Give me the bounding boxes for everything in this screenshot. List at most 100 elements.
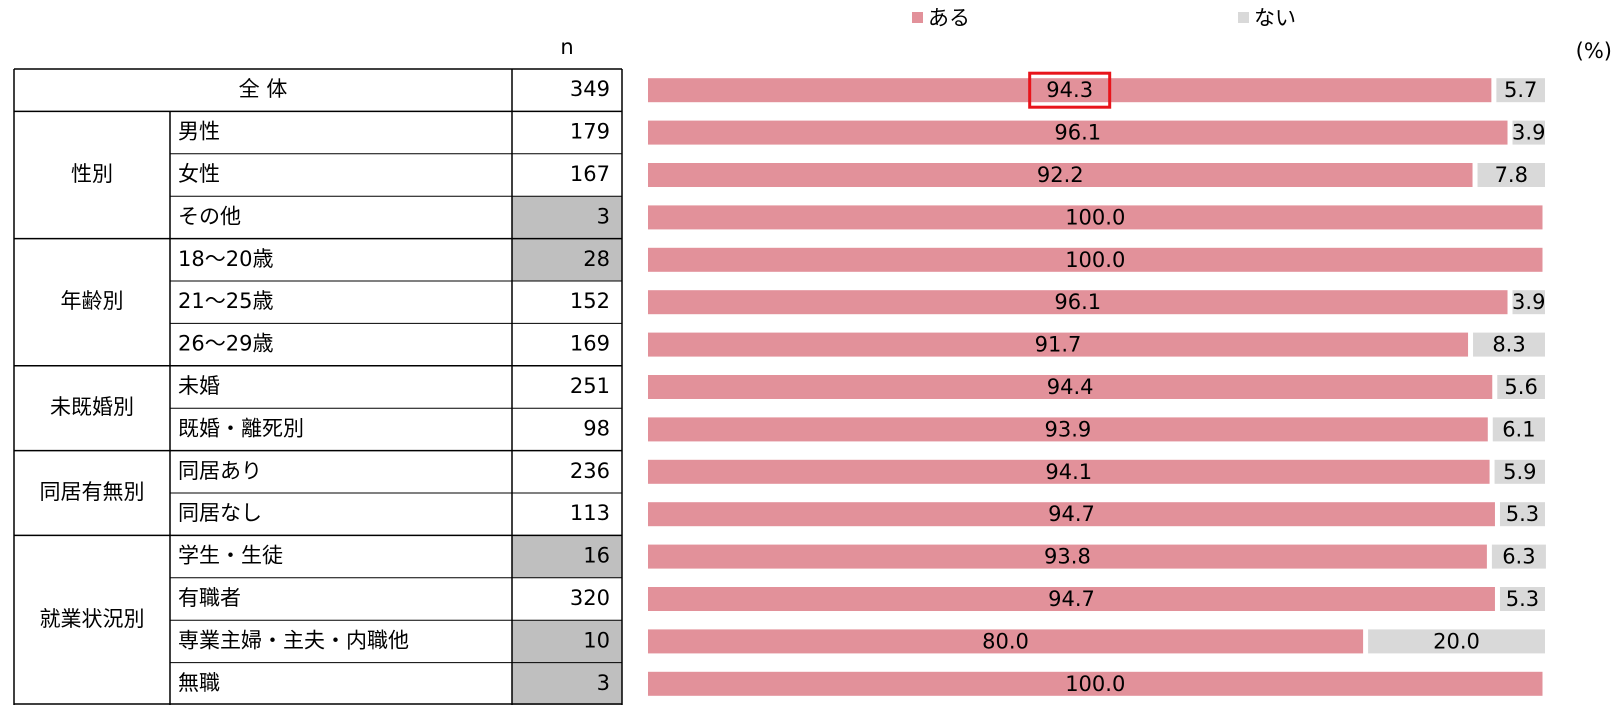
value-label: 80.0: [982, 629, 1029, 653]
value-label: 6.3: [1502, 545, 1535, 569]
bar-segment: [648, 417, 1488, 442]
n-value: 251: [570, 374, 610, 398]
value-label: 6.1: [1502, 417, 1535, 441]
value-label: 94.4: [1047, 375, 1094, 399]
category-label: 同居あり: [178, 459, 262, 483]
value-label: 20.0: [1433, 629, 1480, 653]
category-label: 既婚・離死別: [178, 416, 304, 440]
bar-segment: [1497, 375, 1545, 399]
category-label: 学生・生徒: [178, 544, 283, 568]
n-value: 3: [597, 671, 610, 695]
value-label: 5.3: [1506, 502, 1539, 526]
category-label: 有職者: [178, 586, 241, 610]
value-label: 96.1: [1054, 290, 1101, 314]
value-label: 5.3: [1506, 587, 1539, 611]
value-label: 92.2: [1037, 163, 1084, 187]
group-label: 同居有無別: [40, 480, 145, 504]
bar-segment: [648, 629, 1364, 654]
n-value: 349: [570, 77, 610, 101]
group-label: 未既婚別: [50, 395, 134, 419]
bar-segment: [648, 671, 1543, 696]
category-label: 男性: [178, 120, 220, 144]
value-label: 100.0: [1065, 205, 1125, 229]
n-header: n: [560, 35, 573, 59]
bar-segment: [1512, 120, 1545, 145]
value-label: 100.0: [1065, 248, 1125, 272]
value-label: 5.9: [1503, 460, 1536, 484]
category-label: 専業主婦・主夫・内職他: [178, 628, 409, 652]
n-value: 179: [570, 120, 610, 144]
value-label: 100.0: [1065, 672, 1125, 696]
bar-segment: [648, 587, 1495, 611]
value-label: 94.7: [1048, 502, 1095, 526]
n-value: 10: [583, 628, 610, 652]
bar-segment: [648, 375, 1493, 399]
n-cell-shade: [512, 535, 622, 578]
group-label: 全 体: [239, 77, 288, 101]
bar-segment: [1473, 332, 1545, 357]
value-label: 5.6: [1504, 375, 1537, 399]
value-label: 3.9: [1512, 290, 1545, 314]
value-label: 7.8: [1495, 163, 1528, 187]
bar-segment: [1368, 629, 1545, 654]
category-label: 未婚: [178, 374, 220, 398]
bar-segment: [1496, 78, 1545, 103]
n-cell-shade: [512, 196, 622, 239]
value-label: 91.7: [1035, 333, 1082, 357]
n-value: 320: [570, 586, 610, 610]
category-label: 女性: [178, 162, 220, 186]
n-value: 169: [570, 332, 610, 356]
n-value: 152: [570, 289, 610, 313]
value-label: 93.9: [1045, 417, 1092, 441]
category-label: その他: [178, 204, 241, 228]
bar-segment: [648, 78, 1492, 103]
bar-segment: [1492, 417, 1545, 442]
legend-label: ない: [1254, 6, 1296, 30]
value-label: 93.8: [1044, 545, 1091, 569]
n-value: 16: [583, 544, 610, 568]
value-label: 94.1: [1045, 460, 1092, 484]
n-value: 236: [570, 459, 610, 483]
value-label: 96.1: [1054, 121, 1101, 145]
value-label: 8.3: [1492, 333, 1525, 357]
highlight-box: [1028, 71, 1112, 109]
n-value: 28: [583, 247, 610, 271]
bar-segment: [648, 120, 1508, 145]
bar-segment: [1494, 459, 1545, 484]
bar-segment: [1491, 544, 1546, 569]
value-label: 3.9: [1512, 121, 1545, 145]
legend-label: ある: [928, 6, 970, 30]
bar-segment: [648, 163, 1473, 187]
category-label: 18～20歳: [178, 247, 273, 271]
n-cell-shade: [512, 620, 622, 663]
legend-swatch: [912, 12, 923, 23]
value-label: 5.7: [1504, 78, 1537, 102]
bar-segment: [1499, 587, 1545, 611]
category-label: 同居なし: [178, 501, 262, 525]
bar-segment: [648, 502, 1495, 527]
category-label: 無職: [178, 671, 220, 695]
n-cell-shade: [512, 238, 622, 281]
category-label: 21～25歳: [178, 289, 273, 313]
unit-label: (%): [1576, 39, 1612, 63]
bar-segment: [648, 459, 1490, 484]
n-value: 98: [583, 416, 610, 440]
bar-segment: [648, 247, 1543, 272]
n-value: 167: [570, 162, 610, 186]
bar-segment: [1499, 502, 1545, 527]
n-value: 113: [570, 501, 610, 525]
group-label: 性別: [71, 162, 113, 186]
group-label: 年齢別: [61, 289, 124, 313]
value-label: 94.7: [1048, 587, 1095, 611]
value-label: 94.3: [1046, 78, 1093, 102]
bar-segment: [648, 290, 1508, 315]
group-label: 就業状況別: [40, 607, 145, 631]
n-value: 3: [597, 204, 610, 228]
bar-segment: [1477, 163, 1545, 187]
bar-segment: [648, 205, 1543, 230]
legend-swatch: [1238, 12, 1249, 23]
n-cell-shade: [512, 662, 622, 705]
bar-segment: [648, 544, 1487, 569]
bar-segment: [648, 332, 1469, 357]
